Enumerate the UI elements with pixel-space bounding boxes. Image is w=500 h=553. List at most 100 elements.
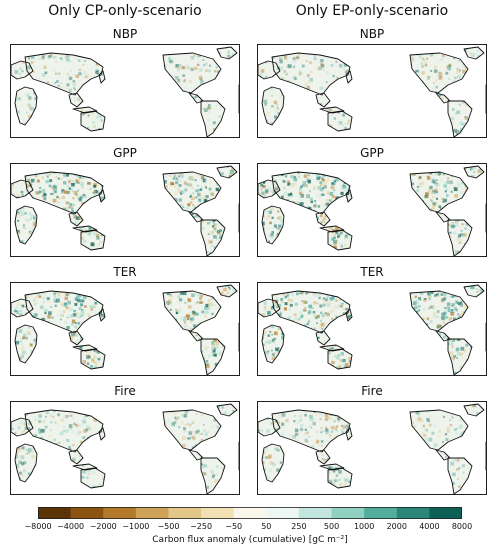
panel-title-fire-cp: Fire — [114, 384, 136, 398]
colorbar-tick-label: −2000 — [89, 522, 117, 531]
panel-title-gpp-cp: GPP — [113, 146, 137, 160]
coastline-australia — [327, 348, 353, 370]
land-africa-east — [486, 85, 487, 115]
colorbar-tick-label: −50 — [225, 522, 243, 531]
coastline-asia — [24, 52, 104, 96]
coastline-japan — [98, 189, 106, 203]
column-title-ep: Only EP-only-scenario — [295, 3, 449, 19]
land-central-am — [436, 93, 450, 103]
colorbar-tick-label: 1000 — [353, 522, 375, 531]
map-nbp-ep — [257, 44, 487, 138]
coastline-africa — [14, 443, 38, 483]
coastline-africa-east — [485, 322, 486, 352]
coastline-se-asia — [315, 92, 331, 108]
coastline-north-america — [162, 290, 222, 332]
land-africa-east — [486, 323, 487, 353]
map-nbp-cp — [10, 44, 240, 138]
colorbar-swatch — [168, 507, 202, 519]
coastline-asia — [271, 171, 351, 215]
coastline-africa — [261, 443, 285, 483]
coastline-north-america — [409, 409, 469, 451]
colorbar-swatch — [38, 507, 72, 519]
land-south-america — [448, 339, 472, 375]
coastline-greenland — [216, 165, 238, 179]
land-north-america — [410, 53, 468, 93]
coastline-se-asia — [315, 449, 331, 465]
coastline-africa-east — [238, 441, 239, 471]
coastline-japan — [345, 189, 353, 203]
colorbar-label: Carbon flux anomaly (cumulative) [gC m⁻²… — [152, 535, 348, 545]
coastline-north-america — [409, 52, 469, 94]
land-south-america — [201, 101, 225, 137]
coastline-asia — [24, 171, 104, 215]
land-africa-east — [239, 204, 240, 234]
coastline-se-asia — [68, 211, 84, 227]
coastline-japan — [98, 308, 106, 322]
land-north-america — [163, 53, 221, 93]
land-central-am — [189, 450, 203, 460]
coastline-africa — [14, 324, 38, 364]
coastline-greenland — [463, 284, 485, 298]
coastline-africa-east — [485, 441, 486, 471]
map-canvas — [11, 403, 240, 494]
coastline-south-america — [447, 338, 473, 375]
map-fire-cp — [10, 401, 240, 495]
colorbar-swatch — [331, 507, 365, 519]
land-central-am — [189, 93, 203, 103]
land-africa-east — [239, 85, 240, 115]
coastline-japan — [345, 308, 353, 322]
map-fire-ep — [257, 401, 487, 495]
colorbar-tick-label: −250 — [190, 522, 213, 531]
coastline-greenland — [463, 403, 485, 417]
land-africa-east — [239, 442, 240, 472]
land-australia — [328, 468, 352, 488]
coastline-se-asia — [68, 330, 84, 346]
colorbar-tick-label: −500 — [157, 522, 180, 531]
panel-title-nbp-cp: NBP — [112, 27, 138, 41]
coastline-south-america — [200, 338, 226, 375]
map-canvas — [11, 284, 239, 375]
land-africa-east — [486, 442, 487, 472]
coastline-north-america — [162, 171, 222, 213]
coastline-south-america — [447, 219, 473, 256]
map-canvas — [11, 165, 240, 256]
colorbar-swatch — [364, 507, 398, 519]
land-south-america — [201, 458, 225, 494]
colorbar-swatch — [201, 507, 235, 519]
coastline-australia — [80, 229, 106, 251]
coastline-australia — [80, 110, 106, 132]
colorbar-swatch — [103, 507, 137, 519]
coastline-north-america — [409, 171, 469, 213]
land-north-america — [163, 410, 221, 450]
coastline-asia — [24, 409, 104, 453]
colorbar-swatch — [135, 507, 169, 519]
land-south-america — [201, 220, 225, 256]
coastline-japan — [345, 427, 353, 441]
colorbar-tick-label: −1000 — [122, 522, 150, 531]
coastline-africa — [14, 86, 38, 126]
colorbar-frame — [38, 507, 462, 519]
land-greenland — [217, 47, 237, 59]
colorbar-swatch — [298, 507, 333, 519]
land-se-asia — [69, 450, 83, 464]
coastline-se-asia — [315, 330, 331, 346]
coastline-indonesia — [319, 106, 345, 114]
panel-title-ter-cp: TER — [113, 265, 137, 279]
land-north-america — [410, 172, 468, 212]
colorbar-tick-label: −4000 — [57, 522, 85, 531]
coastline-greenland — [463, 46, 485, 60]
land-central-am — [436, 450, 450, 460]
coastline-south-america — [447, 457, 473, 494]
map-canvas — [258, 284, 487, 375]
colorbar-swatch — [233, 507, 267, 519]
colorbar-swatch — [396, 507, 430, 519]
coastline-greenland — [216, 46, 238, 60]
colorbar-tick-label: 2000 — [386, 522, 407, 531]
coastline-africa-east — [238, 84, 239, 114]
coastline-africa — [261, 324, 285, 364]
coastline-south-america — [200, 100, 226, 137]
land-greenland — [217, 404, 237, 416]
map-ter-cp — [10, 282, 240, 376]
coastline-indonesia — [72, 344, 98, 352]
coastline-north-america — [162, 52, 222, 94]
